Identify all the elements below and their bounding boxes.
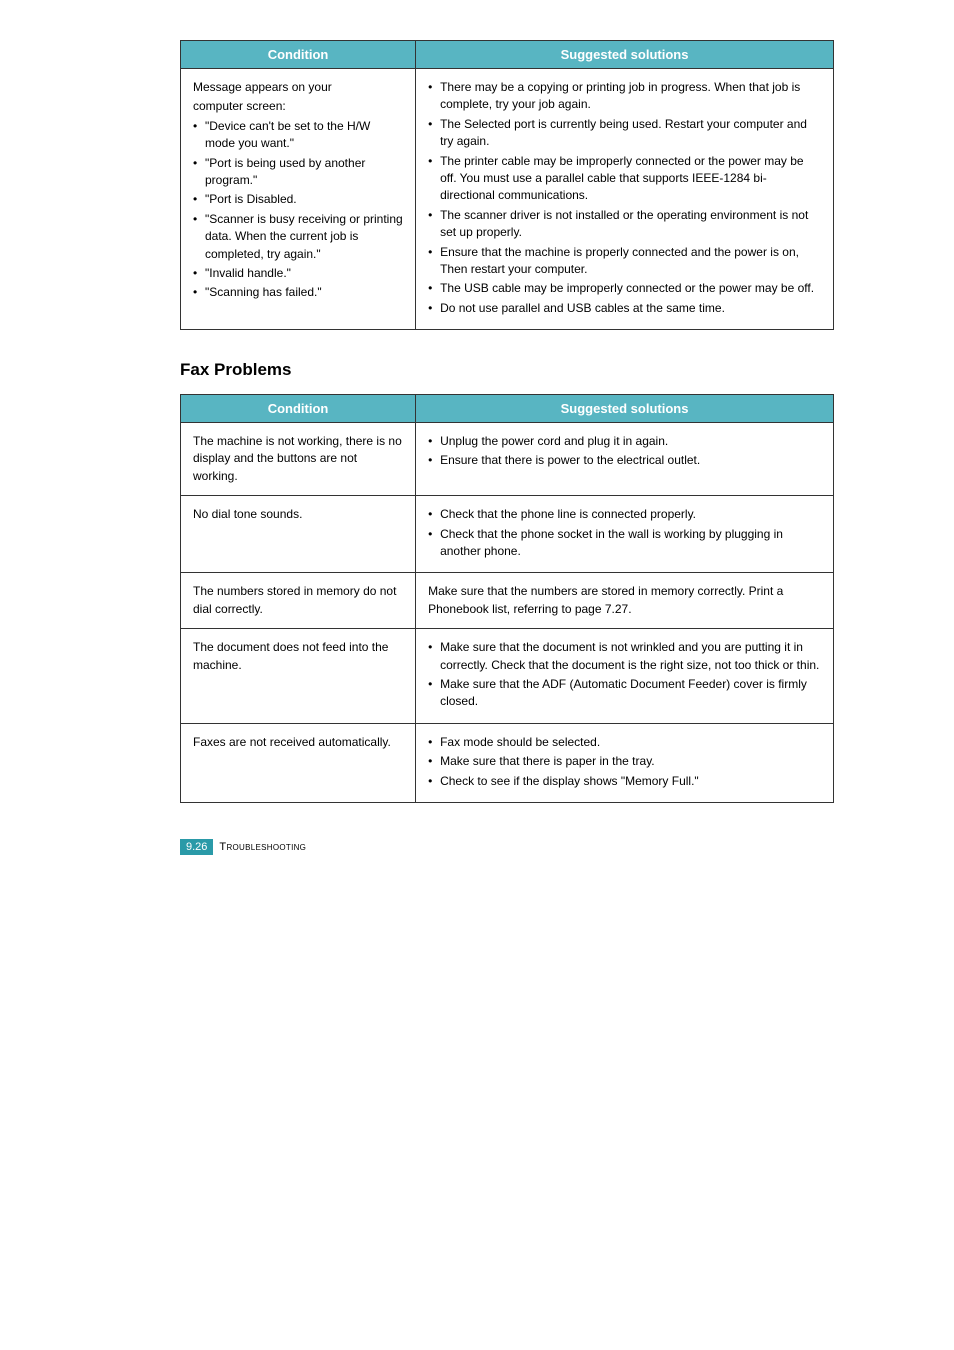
condition-cell: Message appears on your computer screen:…	[181, 69, 416, 330]
table-row: No dial tone sounds. Check that the phone…	[181, 496, 834, 573]
bullet-item: The USB cable may be improperly connecte…	[428, 280, 821, 297]
troubleshoot-table-1: Condition Suggested solutions Message ap…	[180, 40, 834, 330]
bullet-item: Check to see if the display shows "Memor…	[428, 773, 821, 790]
bullet-item: "Invalid handle."	[193, 265, 403, 282]
condition-intro-line: Message appears on your	[193, 79, 403, 96]
table-row: The machine is not working, there is no …	[181, 423, 834, 496]
table-row: The numbers stored in memory do not dial…	[181, 573, 834, 629]
bullet-item: Make sure that there is paper in the tra…	[428, 753, 821, 770]
bullet-item: Make sure that the document is not wrink…	[428, 639, 821, 674]
page-number-badge: 9.26	[180, 839, 213, 855]
troubleshoot-table-2: Condition Suggested solutions The machin…	[180, 394, 834, 803]
table-header-row: Condition Suggested solutions	[181, 395, 834, 423]
table-row: The document does not feed into the mach…	[181, 629, 834, 724]
bullet-item: "Scanning has failed."	[193, 284, 403, 301]
col-header-solutions: Suggested solutions	[416, 41, 834, 69]
solution-cell: Make sure that the document is not wrink…	[416, 629, 834, 724]
bullet-item: The printer cable may be improperly conn…	[428, 153, 821, 205]
bullet-item: Ensure that the machine is properly conn…	[428, 244, 821, 279]
footer-label: Troubleshooting	[219, 841, 306, 853]
condition-cell: The numbers stored in memory do not dial…	[181, 573, 416, 629]
bullet-item: "Port is Disabled.	[193, 191, 403, 208]
table-row: Faxes are not received automatically.Fax…	[181, 723, 834, 802]
solution-cell: Make sure that the numbers are stored in…	[416, 573, 834, 629]
solution-cell: There may be a copying or printing job i…	[416, 69, 834, 330]
solution-bullet-list: Unplug the power cord and plug it in aga…	[428, 433, 821, 470]
bullet-item: Unplug the power cord and plug it in aga…	[428, 433, 821, 450]
condition-bullet-list: "Device can't be set to the H/W mode you…	[193, 118, 403, 302]
solution-bullet-list: Check that the phone line is connected p…	[428, 506, 821, 560]
bullet-item: "Device can't be set to the H/W mode you…	[193, 118, 403, 153]
solution-bullet-list: Fax mode should be selected. Make sure th…	[428, 734, 821, 790]
table-header-row: Condition Suggested solutions	[181, 41, 834, 69]
bullet-item: The Selected port is currently being use…	[428, 116, 821, 151]
page-footer: 9.26 Troubleshooting	[180, 839, 834, 855]
bullet-item: "Port is being used by another program."	[193, 155, 403, 190]
solution-bullet-list: Make sure that the document is not wrink…	[428, 639, 821, 711]
solution-cell: Unplug the power cord and plug it in aga…	[416, 423, 834, 496]
bullet-item: Make sure that the ADF (Automatic Docume…	[428, 676, 821, 711]
col-header-condition: Condition	[181, 41, 416, 69]
condition-cell: No dial tone sounds.	[181, 496, 416, 573]
solution-cell: Fax mode should be selected. Make sure th…	[416, 723, 834, 802]
solution-bullet-list: There may be a copying or printing job i…	[428, 79, 821, 317]
condition-intro-line: computer screen:	[193, 98, 403, 115]
section-heading-fax-problems: Fax Problems	[180, 360, 834, 380]
condition-cell: The machine is not working, there is no …	[181, 423, 416, 496]
bullet-item: The scanner driver is not installed or t…	[428, 207, 821, 242]
bullet-item: Do not use parallel and USB cables at th…	[428, 300, 821, 317]
bullet-item: There may be a copying or printing job i…	[428, 79, 821, 114]
bullet-item: Check that the phone socket in the wall …	[428, 526, 821, 561]
solution-cell: Check that the phone line is connected p…	[416, 496, 834, 573]
bullet-item: Ensure that there is power to the electr…	[428, 452, 821, 469]
col-header-solutions: Suggested solutions	[416, 395, 834, 423]
bullet-item: "Scanner is busy receiving or printing d…	[193, 211, 403, 263]
bullet-item: Fax mode should be selected.	[428, 734, 821, 751]
col-header-condition: Condition	[181, 395, 416, 423]
table-row: Message appears on your computer screen:…	[181, 69, 834, 330]
condition-cell: The document does not feed into the mach…	[181, 629, 416, 724]
bullet-item: Check that the phone line is connected p…	[428, 506, 821, 523]
document-page: Condition Suggested solutions Message ap…	[0, 0, 954, 915]
condition-cell: Faxes are not received automatically.	[181, 723, 416, 802]
